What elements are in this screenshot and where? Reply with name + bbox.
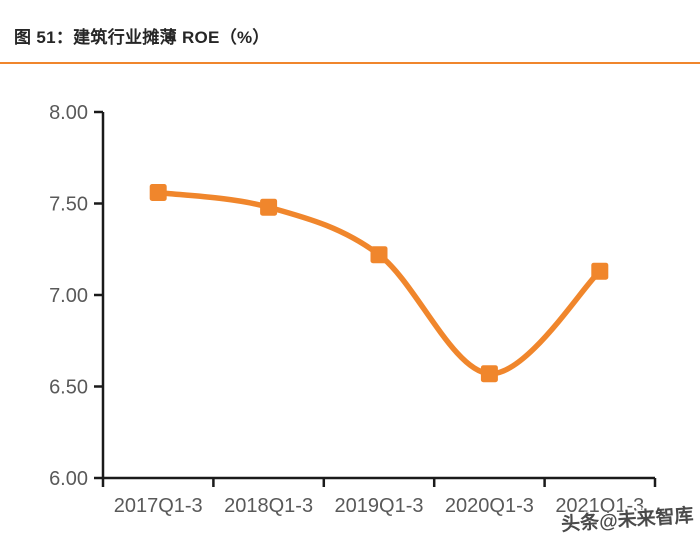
x-axis-label: 2018Q1-3 <box>224 495 313 517</box>
x-axis-label: 2021Q1-3 <box>555 495 644 517</box>
data-point-marker <box>260 198 278 216</box>
x-axis-label: 2019Q1-3 <box>335 495 424 517</box>
title-divider <box>0 62 700 64</box>
y-axis-label: 6.00 <box>49 468 88 490</box>
x-axis-label: 2020Q1-3 <box>445 495 534 517</box>
y-axis-label: 6.50 <box>49 377 88 399</box>
data-point-marker <box>591 262 609 280</box>
figure-title: 图 51：建筑行业摊薄 ROE（%） <box>14 28 270 47</box>
axis-frame <box>101 112 655 480</box>
data-point-marker <box>480 365 498 383</box>
y-axis-label: 7.00 <box>49 285 88 307</box>
data-point-marker <box>149 184 167 201</box>
y-axis-label: 8.00 <box>49 102 88 124</box>
x-axis-label: 2017Q1-3 <box>114 495 203 517</box>
roe-series-line <box>155 189 603 377</box>
data-point-marker <box>370 246 388 264</box>
y-axis-label: 7.50 <box>49 194 88 216</box>
